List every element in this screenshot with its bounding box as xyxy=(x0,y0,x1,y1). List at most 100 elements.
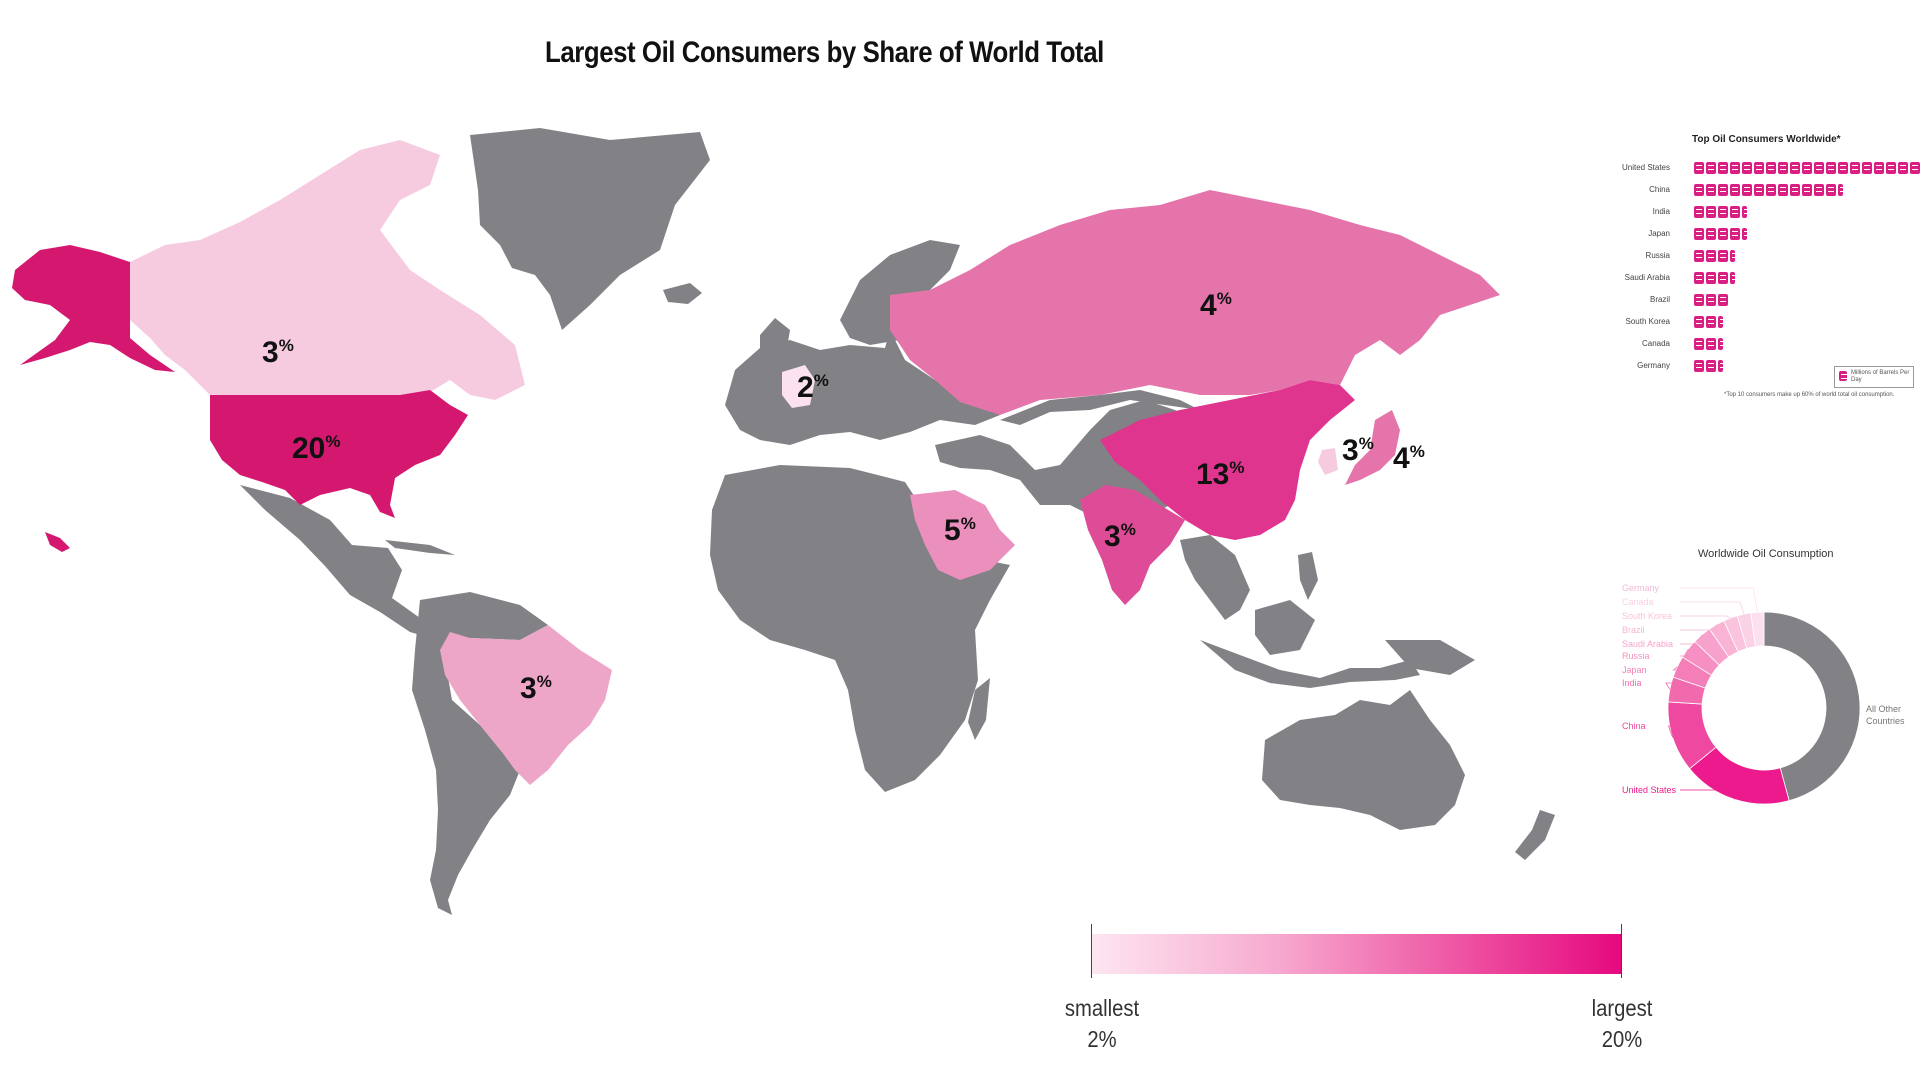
legend-max-label: largest xyxy=(1591,995,1653,1021)
bar-panel-row: Japan xyxy=(1612,228,1912,242)
barrel-icon xyxy=(1910,162,1920,174)
svg-text:5%: 5% xyxy=(944,514,976,547)
barrel-icon xyxy=(1706,316,1716,328)
bar-panel-footnote: *Top 10 consumers make up 60% of world t… xyxy=(1724,392,1895,398)
bar-panel-row: Brazil xyxy=(1612,294,1912,308)
svg-text:4%: 4% xyxy=(1200,289,1232,322)
donut-other-label: All Other xyxy=(1866,704,1901,714)
donut-label: Brazil xyxy=(1622,625,1645,635)
label-germany: 2% xyxy=(797,371,829,404)
bar-panel-row-label: China xyxy=(1649,185,1670,194)
barrel-icon xyxy=(1718,228,1728,240)
top-consumers-panel: Top Oil Consumers Worldwide* United Stat… xyxy=(1612,134,1920,404)
country-china xyxy=(1100,380,1355,540)
land-iceland xyxy=(663,283,702,304)
land-australia xyxy=(1262,690,1465,830)
barrel-icon xyxy=(1706,250,1716,262)
barrel-icon xyxy=(1706,294,1716,306)
bar-panel-row-label: Russia xyxy=(1645,251,1670,260)
barrel-icon xyxy=(1694,184,1704,196)
donut-leader-line xyxy=(1680,624,1717,631)
donut-other-label: Countries xyxy=(1866,716,1905,726)
donut-label: Russia xyxy=(1622,651,1650,661)
legend-min: smallest 2% xyxy=(1058,993,1146,1055)
bar-panel-row: India xyxy=(1612,206,1912,220)
barrel-icon xyxy=(1718,338,1726,350)
land-indonesia xyxy=(1200,640,1420,688)
land-europe xyxy=(725,330,1000,445)
donut-leader-line xyxy=(1680,634,1703,645)
barrel-icon xyxy=(1694,338,1704,350)
bar-panel-row-barrels xyxy=(1694,250,1738,262)
barrel-icon xyxy=(1766,184,1776,196)
barrel-icon xyxy=(1778,184,1788,196)
barrel-icon xyxy=(1694,250,1704,262)
legend-max: largest 20% xyxy=(1578,993,1666,1055)
bar-panel-row-barrels xyxy=(1694,228,1750,240)
page-title: Largest Oil Consumers by Share of World … xyxy=(545,36,1104,69)
barrel-icon xyxy=(1790,162,1800,174)
svg-text:3%: 3% xyxy=(1104,520,1136,553)
barrel-icon xyxy=(1730,228,1740,240)
barrel-icon xyxy=(1838,184,1846,196)
donut-leader-line xyxy=(1668,725,1680,738)
barrel-icon xyxy=(1814,162,1824,174)
country-russia xyxy=(890,190,1500,415)
label-russia: 4% xyxy=(1200,289,1232,322)
barrel-icon xyxy=(1694,162,1704,174)
barrel-icon xyxy=(1802,162,1812,174)
barrel-icon xyxy=(1850,162,1860,174)
bar-panel-row: Germany xyxy=(1612,360,1912,374)
donut-leader-line xyxy=(1665,682,1680,690)
land-madagascar xyxy=(968,678,990,740)
svg-text:4%: 4% xyxy=(1393,442,1425,475)
bar-panel-row-barrels xyxy=(1694,294,1728,306)
bar-panel-row-barrels xyxy=(1694,206,1750,218)
bar-panel-row-label: Germany xyxy=(1637,361,1670,370)
donut-leader-line xyxy=(1672,666,1680,671)
donut-leader-line xyxy=(1680,615,1731,619)
bar-panel-row-label: United States xyxy=(1621,163,1670,172)
barrel-icon xyxy=(1718,184,1728,196)
donut-leader-line xyxy=(1680,648,1689,657)
land-new-zealand xyxy=(1515,810,1555,860)
country-japan xyxy=(1345,410,1400,485)
barrel-icon xyxy=(1718,360,1726,372)
barrel-icon xyxy=(1694,294,1704,306)
svg-text:2%: 2% xyxy=(797,371,829,404)
label-japan: 4% xyxy=(1393,442,1425,475)
label-saudi-arabia: 5% xyxy=(944,514,976,547)
country-alaska xyxy=(12,245,175,372)
barrel-icon xyxy=(1694,272,1704,284)
donut-label: Canada xyxy=(1622,597,1654,607)
bar-panel-row-barrels xyxy=(1694,338,1726,350)
country-hawaii xyxy=(45,532,70,552)
barrel-icon xyxy=(1694,360,1704,372)
barrel-icon xyxy=(1718,272,1728,284)
barrel-icon xyxy=(1694,228,1704,240)
bar-panel-row-barrels xyxy=(1694,184,1846,196)
barrel-icon xyxy=(1730,272,1738,284)
barrel-icon xyxy=(1826,184,1836,196)
donut-slice xyxy=(1763,611,1861,802)
barrel-icon xyxy=(1718,294,1728,306)
barrel-icon xyxy=(1718,250,1728,262)
land-caribbean xyxy=(385,540,455,555)
donut-leader-line xyxy=(1680,601,1745,615)
donut-slice xyxy=(1750,611,1765,648)
bar-panel-row-label: Brazil xyxy=(1649,295,1670,304)
color-scale-legend xyxy=(1092,934,1622,974)
barrel-icon xyxy=(1730,162,1740,174)
label-china: 13% xyxy=(1196,458,1245,491)
donut-label: United States xyxy=(1622,785,1677,795)
barrel-icon xyxy=(1706,228,1716,240)
barrel-icon xyxy=(1730,206,1740,218)
land-philippines xyxy=(1298,552,1318,600)
country-brazil xyxy=(440,625,612,785)
land-mexico xyxy=(240,485,438,640)
barrel-icon xyxy=(1790,184,1800,196)
label-south-korea: 3% xyxy=(1342,434,1374,467)
barrel-icon xyxy=(1742,162,1752,174)
country-germany xyxy=(782,365,815,408)
